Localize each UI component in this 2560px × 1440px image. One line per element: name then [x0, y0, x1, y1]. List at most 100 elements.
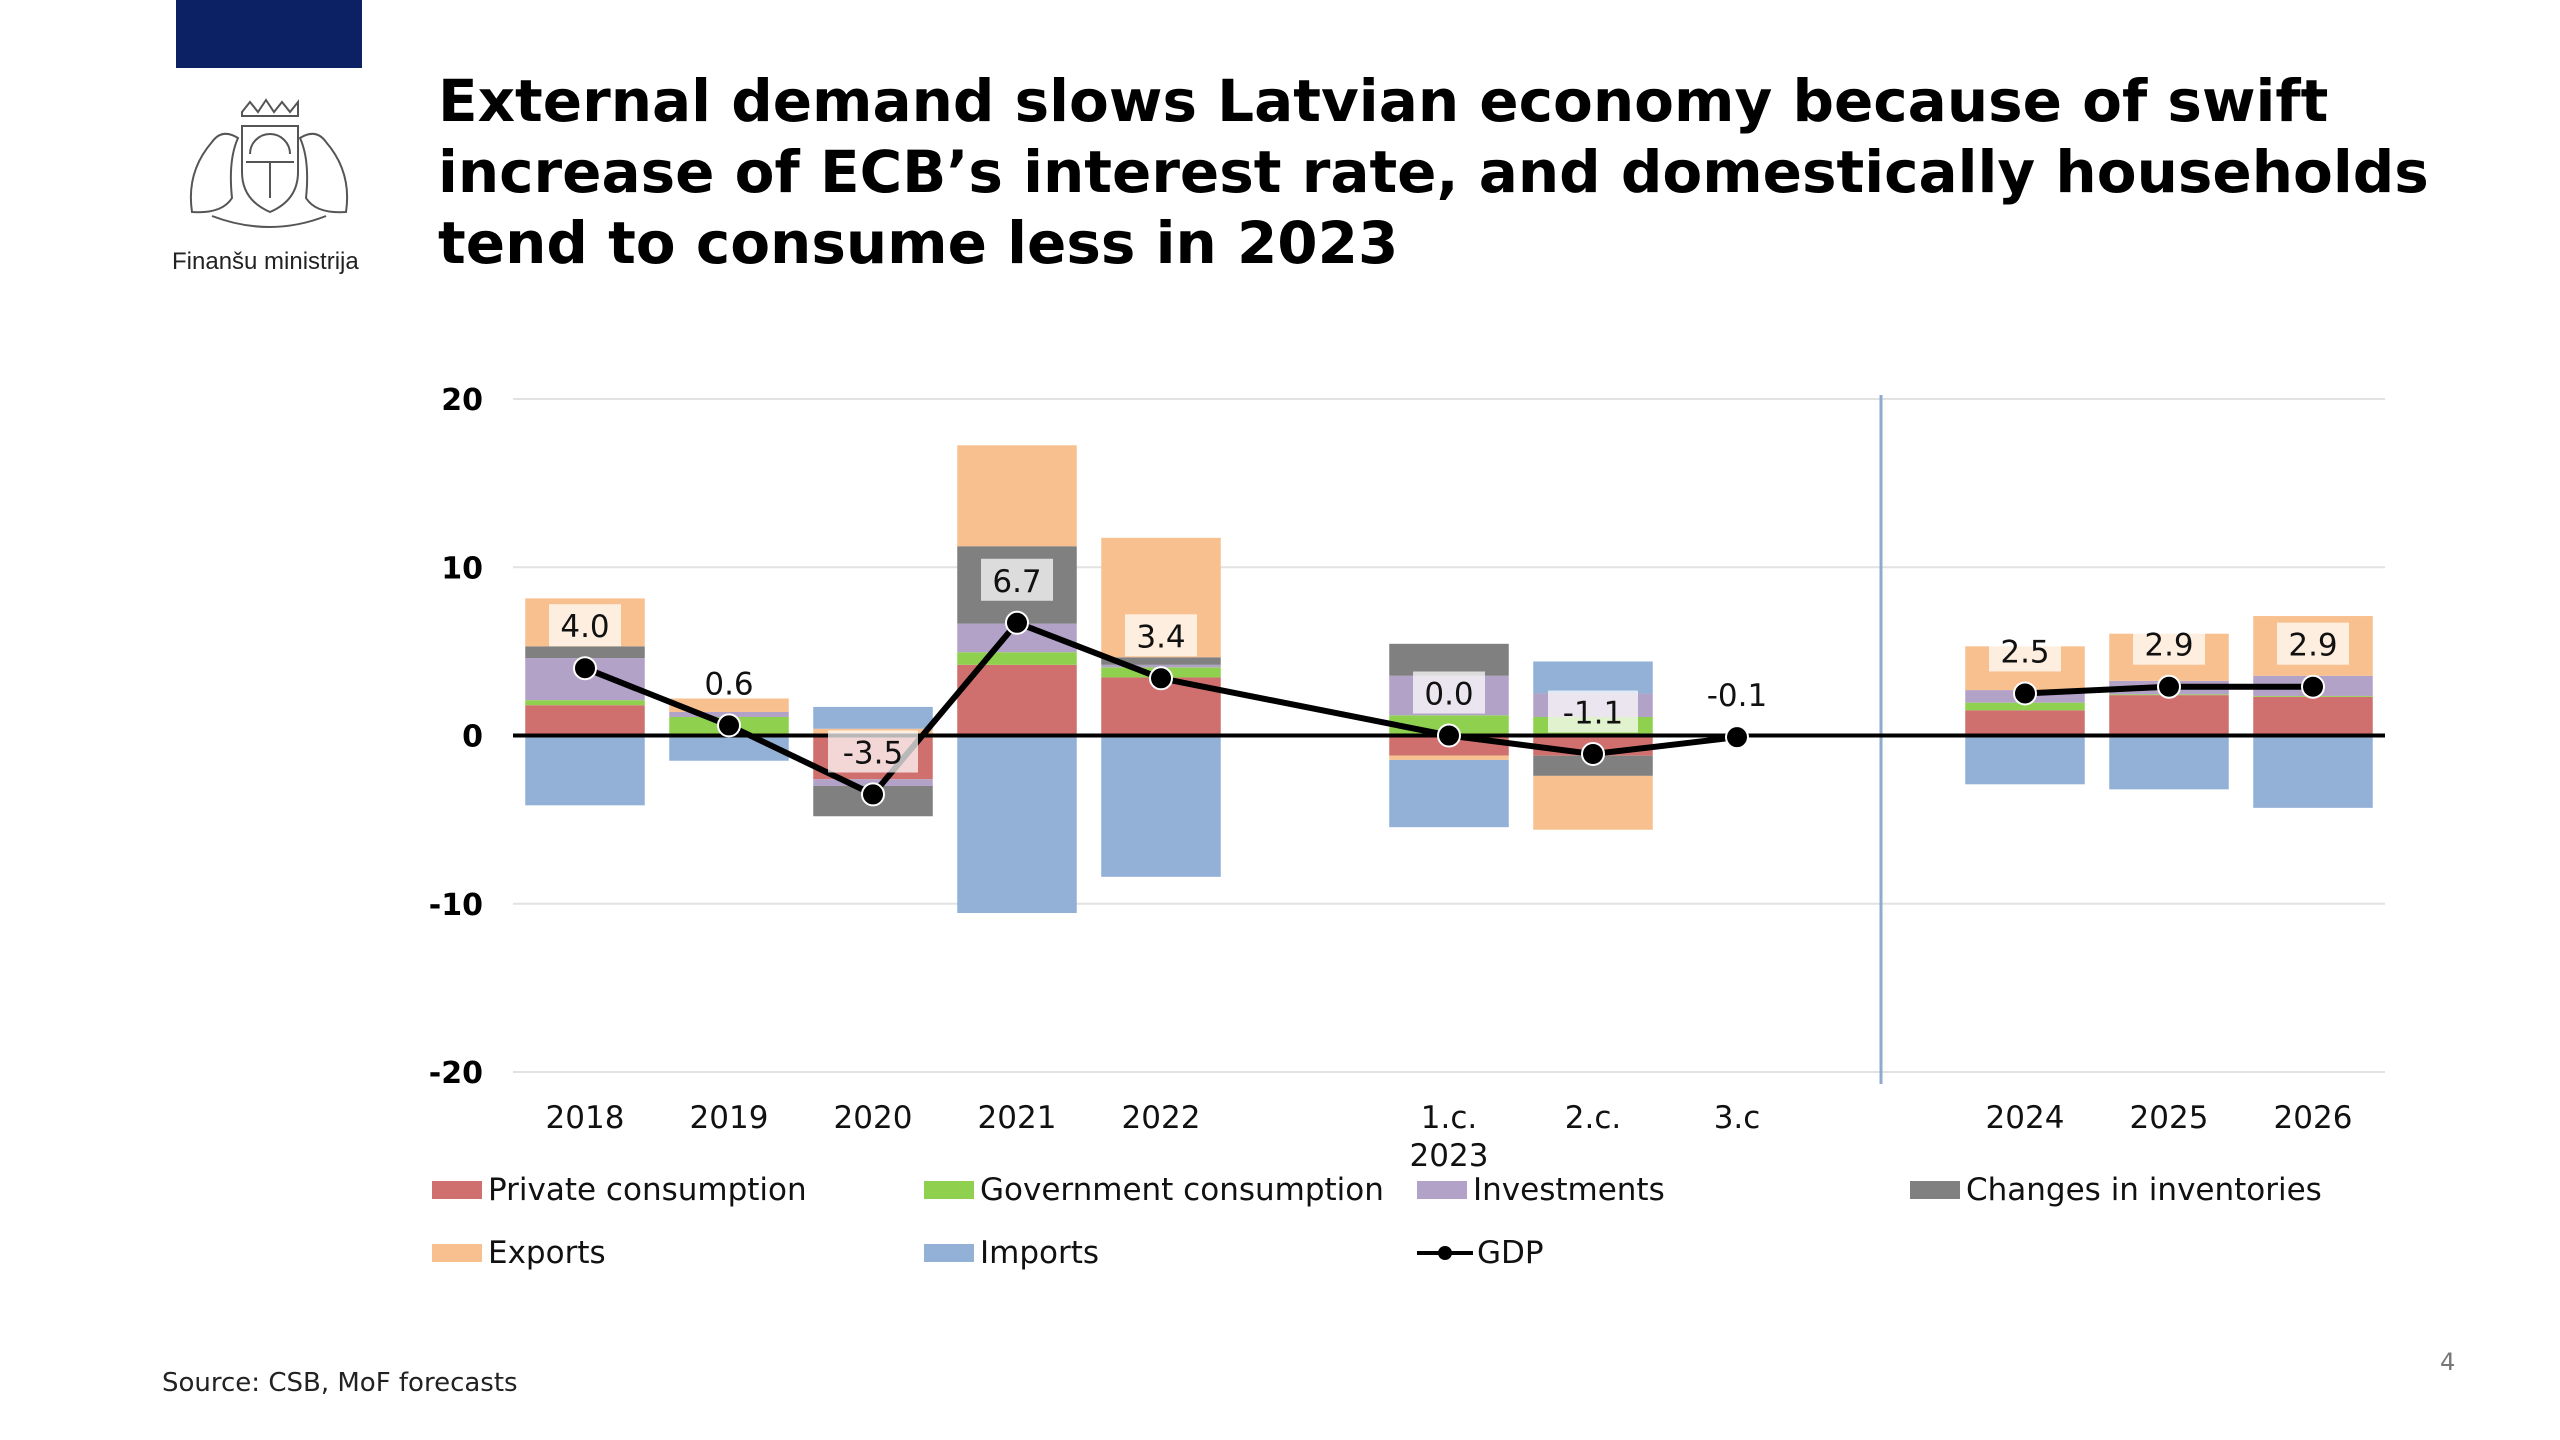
bar-segment-private-consumption	[1965, 710, 2085, 736]
gdp-data-label: -0.1	[1707, 678, 1768, 714]
gdp-label-bg	[1989, 629, 2061, 672]
color-swatch	[432, 1244, 482, 1262]
gdp-point	[1437, 723, 1461, 748]
gridlines	[513, 398, 2385, 1073]
bar-segment-imports	[1533, 661, 1653, 694]
bar-segment-exports	[669, 698, 789, 712]
x-tick-label: 3.c	[1714, 1100, 1761, 1136]
gdp-label-bg	[1125, 614, 1197, 657]
bar-segment-private-consumption	[2109, 695, 2229, 736]
x-tick-label: 2026	[2274, 1100, 2353, 1136]
x-tick-label: 2019	[690, 1100, 769, 1136]
legend-label: Changes in inventories	[1966, 1172, 2322, 1208]
bar-segment-exports	[1389, 755, 1509, 760]
bar-segment-imports	[813, 706, 933, 729]
legend-label: Government consumption	[980, 1172, 1384, 1208]
gdp-data-label: 0.0	[1424, 677, 1473, 713]
color-swatch	[1910, 1181, 1960, 1199]
chart-legend: Private consumption Government consumptio…	[432, 1172, 2392, 1292]
legend-label: Investments	[1473, 1172, 1665, 1208]
gdp-point	[861, 782, 885, 807]
gdp-point	[1581, 742, 1605, 767]
gdp-data-label: 0.6	[704, 666, 753, 702]
legend-item-investments: Investments	[1417, 1172, 1665, 1208]
bar-segment-changes-in-inventories	[1389, 643, 1509, 676]
x-tick-label: 2020	[834, 1100, 913, 1136]
x-tick-sublabel: 2023	[1410, 1138, 1489, 1174]
bar-segment-private-consumption	[957, 664, 1077, 736]
bar-segment-imports	[1965, 735, 2085, 785]
legend-item-changes-in-inventories: Changes in inventories	[1910, 1172, 2322, 1208]
x-tick-label: 2.c.	[1565, 1100, 1621, 1136]
source-note: Source: CSB, MoF forecasts	[162, 1368, 518, 1398]
legend-item-exports: Exports	[432, 1235, 606, 1271]
x-tick-label: 2021	[978, 1100, 1057, 1136]
bar-segment-investments	[1101, 664, 1221, 668]
legend-label: Imports	[980, 1235, 1100, 1271]
gdp-point	[1149, 666, 1173, 691]
gdp-label-bg	[2133, 622, 2205, 665]
gdp-point	[1725, 725, 1749, 750]
page-number: 4	[2440, 1348, 2456, 1376]
bar-segment-government-consumption	[525, 700, 645, 706]
gdp-line	[573, 610, 2325, 807]
x-tick-label: 1.c.	[1421, 1100, 1477, 1136]
bar-segment-government-consumption	[1965, 702, 2085, 711]
gdp-data-label: 2.9	[2144, 628, 2193, 664]
gdp-data-labels: 4.0 0.6 -3.5 6.7 3.4 0.0 -1.1 -0.1 2.5 2.9 2.9	[549, 558, 2349, 773]
gdp-line-path	[583, 619, 1738, 798]
bar-segment-changes-in-inventories	[525, 646, 645, 659]
gdp-point	[717, 713, 741, 738]
gdp-label-bg	[981, 558, 1053, 601]
y-tick-label: -10	[429, 888, 483, 923]
x-tick-label: 2024	[1986, 1100, 2065, 1136]
x-tick-label: 2025	[2130, 1100, 2209, 1136]
gdp-label-bg	[828, 730, 918, 773]
x-tick-label: 2018	[546, 1100, 625, 1136]
gdp-data-label: -1.1	[1563, 696, 1624, 732]
legend-item-government-consumption: Government consumption	[924, 1172, 1384, 1208]
slide-title: External demand slows Latvian economy be…	[438, 67, 2429, 277]
y-tick-label: 10	[441, 551, 483, 586]
gdp-data-label: 2.9	[2288, 628, 2337, 664]
bar-segment-private-consumption	[525, 705, 645, 736]
bar-segment-government-consumption	[957, 652, 1077, 665]
line-marker-swatch-icon	[1417, 1244, 1473, 1262]
bar-segment-private-consumption	[2253, 696, 2373, 736]
legend-item-gdp: GDP	[1417, 1235, 1544, 1271]
y-tick-label: -20	[429, 1056, 483, 1091]
bar-segment-imports	[1389, 759, 1509, 828]
bar-segment-changes-in-inventories	[1101, 657, 1221, 665]
gdp-label-bg	[2277, 622, 2349, 665]
bar-segment-imports	[2109, 735, 2229, 790]
gdp-data-label: 3.4	[1136, 619, 1185, 655]
bar-segment-exports	[1533, 775, 1653, 830]
legend-label: Exports	[488, 1235, 606, 1271]
color-swatch	[1417, 1181, 1467, 1199]
latvia-coat-of-arms-icon	[189, 98, 349, 228]
gdp-label-bg	[1413, 671, 1485, 714]
bar-segment-imports	[2253, 735, 2373, 808]
y-tick-label: 20	[441, 383, 483, 418]
legend-item-imports: Imports	[924, 1235, 1099, 1271]
gdp-data-label: 4.0	[560, 609, 609, 645]
gdp-data-label: 2.5	[2000, 634, 2049, 670]
legend-label: GDP	[1477, 1235, 1544, 1271]
gdp-label-bg	[549, 604, 621, 647]
gdp-data-label: 6.7	[992, 564, 1041, 600]
x-axis-labels: 2018 2019 2020 2021 2022 1.c.2023 2.c. 3.c 2024 2…	[546, 1100, 2353, 1174]
gdp-point	[2157, 674, 2181, 699]
color-swatch	[924, 1244, 974, 1262]
bar-segment-imports	[669, 735, 789, 761]
legend-label: Private consumption	[488, 1172, 807, 1208]
bar-segment-imports	[525, 735, 645, 806]
y-axis-ticks: 20 10 0 -10 -20	[429, 383, 483, 1091]
stacked-bars	[525, 445, 2373, 914]
color-swatch	[924, 1181, 974, 1199]
ministry-name: Finanšu ministrija	[172, 248, 359, 275]
gdp-point	[1005, 610, 1029, 635]
y-tick-label: 0	[462, 720, 483, 755]
bar-segment-exports	[957, 445, 1077, 547]
legend-item-private-consumption: Private consumption	[432, 1172, 807, 1208]
x-tick-label: 2022	[1122, 1100, 1201, 1136]
